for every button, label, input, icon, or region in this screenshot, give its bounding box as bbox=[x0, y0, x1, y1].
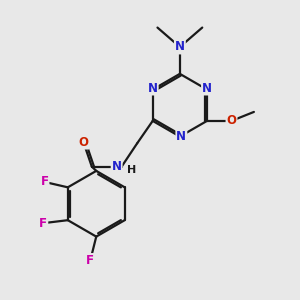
Text: F: F bbox=[40, 176, 49, 188]
Text: N: N bbox=[112, 160, 122, 173]
Text: O: O bbox=[78, 136, 88, 148]
Text: N: N bbox=[202, 82, 212, 94]
Text: H: H bbox=[127, 165, 136, 175]
Text: F: F bbox=[39, 217, 47, 230]
Text: F: F bbox=[86, 254, 94, 267]
Text: N: N bbox=[175, 40, 185, 53]
Text: O: O bbox=[226, 114, 236, 128]
Text: N: N bbox=[176, 130, 186, 143]
Text: N: N bbox=[148, 82, 158, 94]
